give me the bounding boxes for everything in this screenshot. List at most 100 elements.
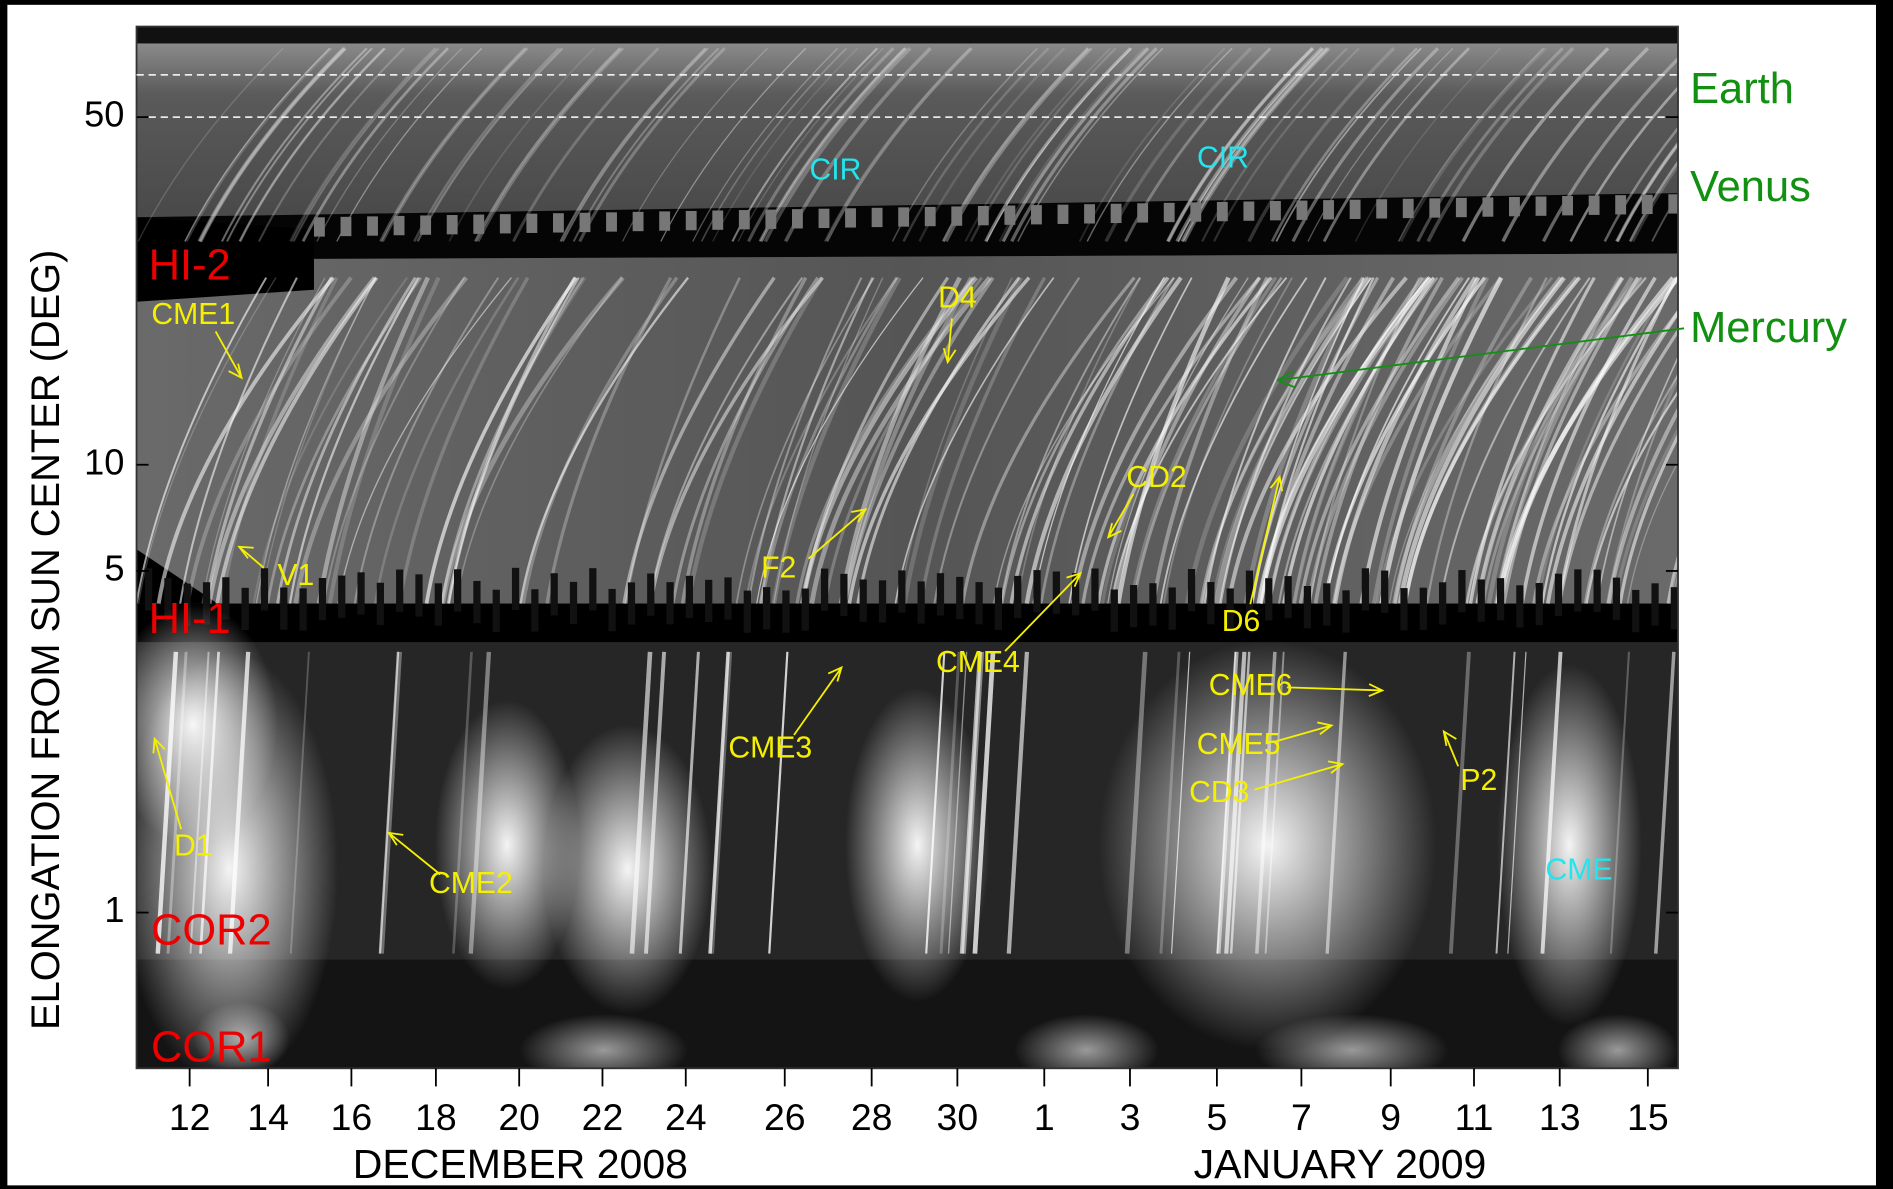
cor2-bright (434, 700, 580, 990)
cor2-streak (947, 651, 968, 954)
instrument-label: HI-2 (149, 241, 231, 289)
hi2-streak (289, 47, 437, 243)
annotation-arrow (1254, 763, 1343, 791)
hi1-streak (1298, 276, 1461, 604)
hi2-streak (1615, 140, 1679, 243)
hi1-streak (201, 277, 326, 604)
hi1-streak (1292, 276, 1429, 604)
hi1-streak (1397, 276, 1566, 604)
hi1-tooth (975, 582, 983, 625)
hi1-tooth (1226, 588, 1234, 631)
hi1-tooth (1361, 568, 1369, 611)
hi1-streak (288, 277, 420, 604)
x-tick-label: 1 (1034, 1096, 1055, 1138)
cor2-streak (1325, 651, 1347, 954)
hi1-streak (1375, 276, 1554, 604)
cor1-bright (193, 1001, 290, 1069)
hi2-streak (316, 47, 463, 242)
hi1-tooth (763, 587, 771, 630)
hi1-streak (1226, 276, 1408, 604)
x-tick-label: 18 (415, 1096, 457, 1138)
annotation-arrow (1286, 686, 1383, 692)
hi1-streak (1162, 277, 1293, 604)
annotation: D6 (1222, 605, 1261, 638)
cor2-streak (289, 651, 310, 954)
texture (136, 47, 1679, 1069)
hi1-tooth (936, 573, 945, 616)
hi1-streak (1009, 276, 1170, 604)
annotation-arrow (1442, 731, 1460, 767)
hi2-streak (1354, 47, 1501, 242)
hi1-streak (1331, 276, 1503, 604)
month-label: DECEMBER 2008 (353, 1141, 688, 1187)
hi1-streak (327, 276, 441, 604)
hi2-streak (737, 47, 884, 242)
hi2-streak (1307, 47, 1454, 242)
hi1-tooth (820, 568, 829, 611)
cor2-streak (1170, 651, 1191, 954)
hi2-streak (226, 47, 373, 242)
cor2-streak (961, 651, 984, 954)
cor2-streak (189, 651, 210, 954)
annotation-arrowhead (1269, 474, 1283, 492)
hi1-streak (622, 276, 776, 604)
cor2-bright (543, 724, 713, 1014)
cor2-streak (379, 651, 403, 954)
hi1-streak (1607, 371, 1679, 604)
hi2-tooth (685, 210, 697, 231)
hi2-streak (290, 47, 438, 243)
hi1-streak (735, 277, 875, 604)
hi1-streak (1403, 276, 1581, 604)
hi1-streak (773, 277, 884, 604)
annotation: F2 (761, 552, 796, 585)
hi1-tooth (434, 583, 442, 626)
hi2-tooth (818, 208, 830, 229)
mercury-arrow (1277, 327, 1685, 382)
hi1-streak (1425, 277, 1548, 604)
hi1-streak (353, 277, 500, 604)
hi1-streak (1068, 277, 1193, 604)
hi1-streak (1545, 309, 1679, 604)
hi2-tooth (340, 216, 352, 237)
hi1-streak (648, 277, 804, 604)
cor2-streak (1448, 651, 1471, 954)
hi1-streak (1379, 276, 1504, 604)
hi2-tooth (977, 205, 989, 226)
hi1-streak (685, 276, 824, 604)
hi1-streak (1016, 277, 1142, 604)
hi2-streak (1542, 56, 1679, 243)
hi2-tooth (1057, 204, 1069, 224)
hi1-streak (259, 277, 376, 604)
hi1-tooth (1400, 588, 1408, 631)
hi1-streak (1129, 276, 1278, 604)
y-tick-label: 50 (84, 94, 124, 135)
hi1-tooth (1207, 582, 1215, 625)
annotation: V1 (277, 559, 314, 592)
cor2-streak (1540, 651, 1563, 954)
hi1-tooth (1014, 575, 1022, 619)
hi2-streak (221, 47, 368, 242)
hi2-tooth (393, 215, 405, 236)
annotation: D1 (174, 829, 213, 862)
hi2-streak (198, 47, 347, 243)
hi1-streak (1112, 276, 1262, 604)
hi1-streak (1256, 277, 1429, 604)
cor2-streak (1507, 651, 1527, 954)
hi2-tooth (446, 215, 458, 235)
hi2-streak (1603, 126, 1679, 242)
hi1-streak (266, 276, 422, 604)
hi1-streak (337, 277, 512, 604)
hi2-streak (747, 47, 895, 243)
hi1-streak (838, 276, 962, 604)
hi1-streak (440, 276, 585, 604)
annotation: CME5 (1197, 728, 1281, 761)
hi1-streak (440, 276, 625, 604)
hi2-tooth (579, 212, 591, 233)
annotation: CME1 (151, 298, 235, 331)
hi1-streak (1116, 276, 1231, 604)
hi2-tooth (1296, 200, 1308, 220)
hi1-streak (801, 276, 950, 604)
hi2-tooth (552, 213, 564, 233)
hi2-streak (660, 47, 807, 242)
cor2-streak (768, 651, 789, 954)
